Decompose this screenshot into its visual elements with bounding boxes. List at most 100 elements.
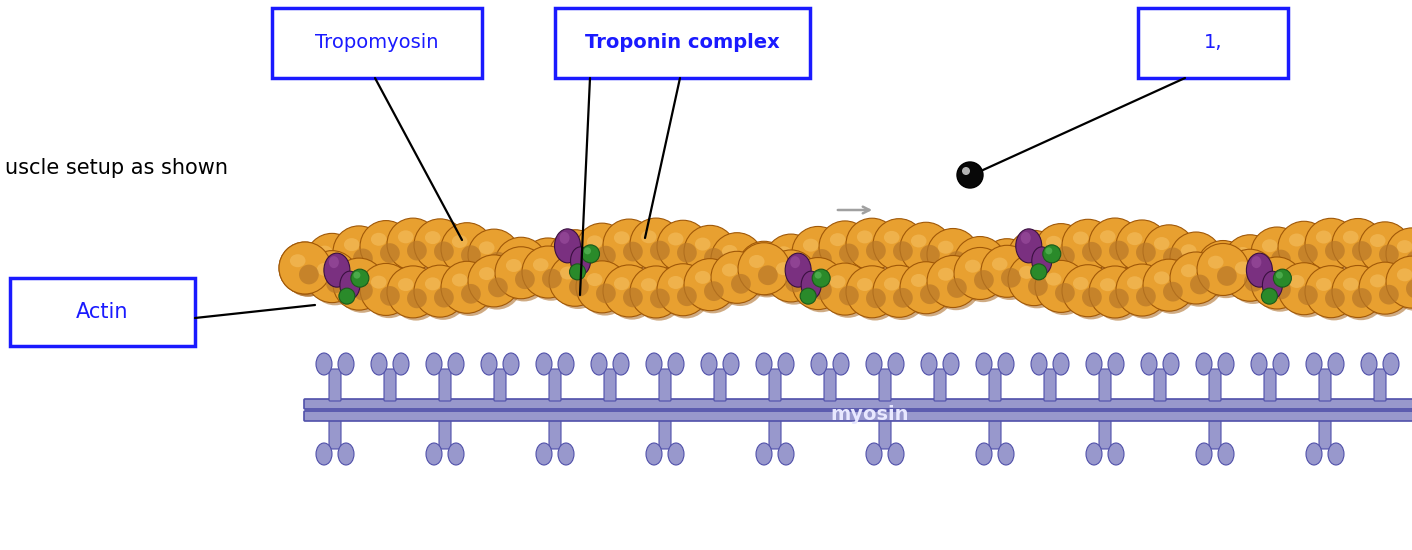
FancyBboxPatch shape bbox=[439, 369, 450, 401]
Circle shape bbox=[1336, 224, 1385, 273]
Ellipse shape bbox=[532, 258, 548, 271]
Ellipse shape bbox=[337, 353, 354, 375]
Text: 1,: 1, bbox=[1204, 34, 1223, 52]
Ellipse shape bbox=[1306, 353, 1322, 375]
Circle shape bbox=[467, 255, 520, 307]
Circle shape bbox=[1278, 263, 1330, 315]
Ellipse shape bbox=[559, 232, 569, 244]
Circle shape bbox=[582, 245, 600, 263]
Circle shape bbox=[765, 234, 818, 286]
Circle shape bbox=[1197, 240, 1250, 293]
FancyBboxPatch shape bbox=[494, 369, 505, 401]
Ellipse shape bbox=[1019, 266, 1035, 279]
FancyBboxPatch shape bbox=[1209, 369, 1221, 401]
Circle shape bbox=[743, 246, 792, 296]
Circle shape bbox=[823, 226, 873, 276]
FancyBboxPatch shape bbox=[988, 419, 1001, 449]
Ellipse shape bbox=[647, 443, 662, 465]
Circle shape bbox=[1309, 224, 1358, 273]
Circle shape bbox=[712, 233, 762, 285]
Ellipse shape bbox=[668, 233, 683, 245]
Circle shape bbox=[1387, 228, 1412, 280]
Ellipse shape bbox=[1306, 443, 1322, 465]
Circle shape bbox=[1093, 271, 1142, 321]
Ellipse shape bbox=[425, 231, 441, 244]
Circle shape bbox=[981, 245, 1034, 298]
Circle shape bbox=[661, 226, 710, 275]
Ellipse shape bbox=[1046, 236, 1062, 249]
Circle shape bbox=[364, 269, 414, 318]
Circle shape bbox=[661, 269, 710, 318]
Circle shape bbox=[765, 250, 818, 302]
Ellipse shape bbox=[778, 443, 794, 465]
Ellipse shape bbox=[371, 276, 387, 289]
Circle shape bbox=[580, 228, 630, 278]
Circle shape bbox=[542, 261, 562, 280]
Circle shape bbox=[391, 223, 441, 273]
Circle shape bbox=[955, 248, 1005, 299]
Circle shape bbox=[387, 266, 439, 318]
Circle shape bbox=[801, 288, 816, 304]
Ellipse shape bbox=[1370, 234, 1385, 247]
Ellipse shape bbox=[1108, 443, 1124, 465]
Circle shape bbox=[623, 241, 642, 261]
Circle shape bbox=[1082, 287, 1101, 307]
Circle shape bbox=[792, 257, 844, 310]
Ellipse shape bbox=[748, 254, 764, 267]
FancyBboxPatch shape bbox=[1043, 369, 1056, 401]
Ellipse shape bbox=[998, 443, 1014, 465]
Circle shape bbox=[1039, 229, 1089, 278]
Circle shape bbox=[1012, 259, 1062, 309]
Circle shape bbox=[812, 280, 832, 300]
Ellipse shape bbox=[1207, 253, 1224, 266]
Ellipse shape bbox=[452, 273, 467, 287]
Circle shape bbox=[569, 252, 589, 272]
Circle shape bbox=[731, 274, 751, 294]
Circle shape bbox=[819, 263, 871, 315]
Ellipse shape bbox=[479, 267, 494, 280]
Circle shape bbox=[580, 266, 630, 316]
Circle shape bbox=[1255, 232, 1305, 282]
Ellipse shape bbox=[1316, 230, 1332, 244]
Circle shape bbox=[1089, 218, 1141, 270]
Circle shape bbox=[1120, 270, 1169, 319]
Circle shape bbox=[337, 263, 387, 313]
Ellipse shape bbox=[641, 278, 657, 291]
Circle shape bbox=[1093, 223, 1142, 273]
Ellipse shape bbox=[1361, 353, 1377, 375]
Ellipse shape bbox=[1019, 243, 1035, 256]
Circle shape bbox=[414, 219, 466, 271]
Circle shape bbox=[1190, 255, 1210, 274]
Circle shape bbox=[850, 223, 899, 273]
Ellipse shape bbox=[938, 268, 953, 280]
Circle shape bbox=[522, 246, 575, 298]
FancyBboxPatch shape bbox=[555, 8, 810, 78]
Ellipse shape bbox=[371, 233, 387, 246]
FancyBboxPatch shape bbox=[329, 419, 342, 449]
FancyBboxPatch shape bbox=[714, 369, 726, 401]
Circle shape bbox=[705, 281, 724, 301]
Circle shape bbox=[1142, 225, 1195, 277]
Ellipse shape bbox=[1236, 261, 1251, 274]
Circle shape bbox=[1082, 242, 1101, 262]
Circle shape bbox=[1358, 222, 1411, 274]
Ellipse shape bbox=[1262, 239, 1278, 252]
Circle shape bbox=[1062, 219, 1114, 271]
Circle shape bbox=[311, 239, 360, 288]
Circle shape bbox=[634, 223, 683, 273]
Circle shape bbox=[1298, 285, 1317, 305]
Circle shape bbox=[554, 260, 603, 309]
Circle shape bbox=[1062, 265, 1114, 317]
Ellipse shape bbox=[830, 276, 846, 288]
Ellipse shape bbox=[1247, 253, 1272, 287]
Circle shape bbox=[1228, 240, 1278, 289]
Circle shape bbox=[1271, 250, 1291, 270]
Circle shape bbox=[1202, 246, 1251, 295]
Circle shape bbox=[1324, 241, 1344, 261]
Circle shape bbox=[743, 248, 792, 298]
Circle shape bbox=[877, 271, 926, 320]
Ellipse shape bbox=[614, 232, 630, 244]
Circle shape bbox=[1353, 241, 1372, 261]
Ellipse shape bbox=[1073, 232, 1089, 245]
Circle shape bbox=[1244, 257, 1264, 277]
